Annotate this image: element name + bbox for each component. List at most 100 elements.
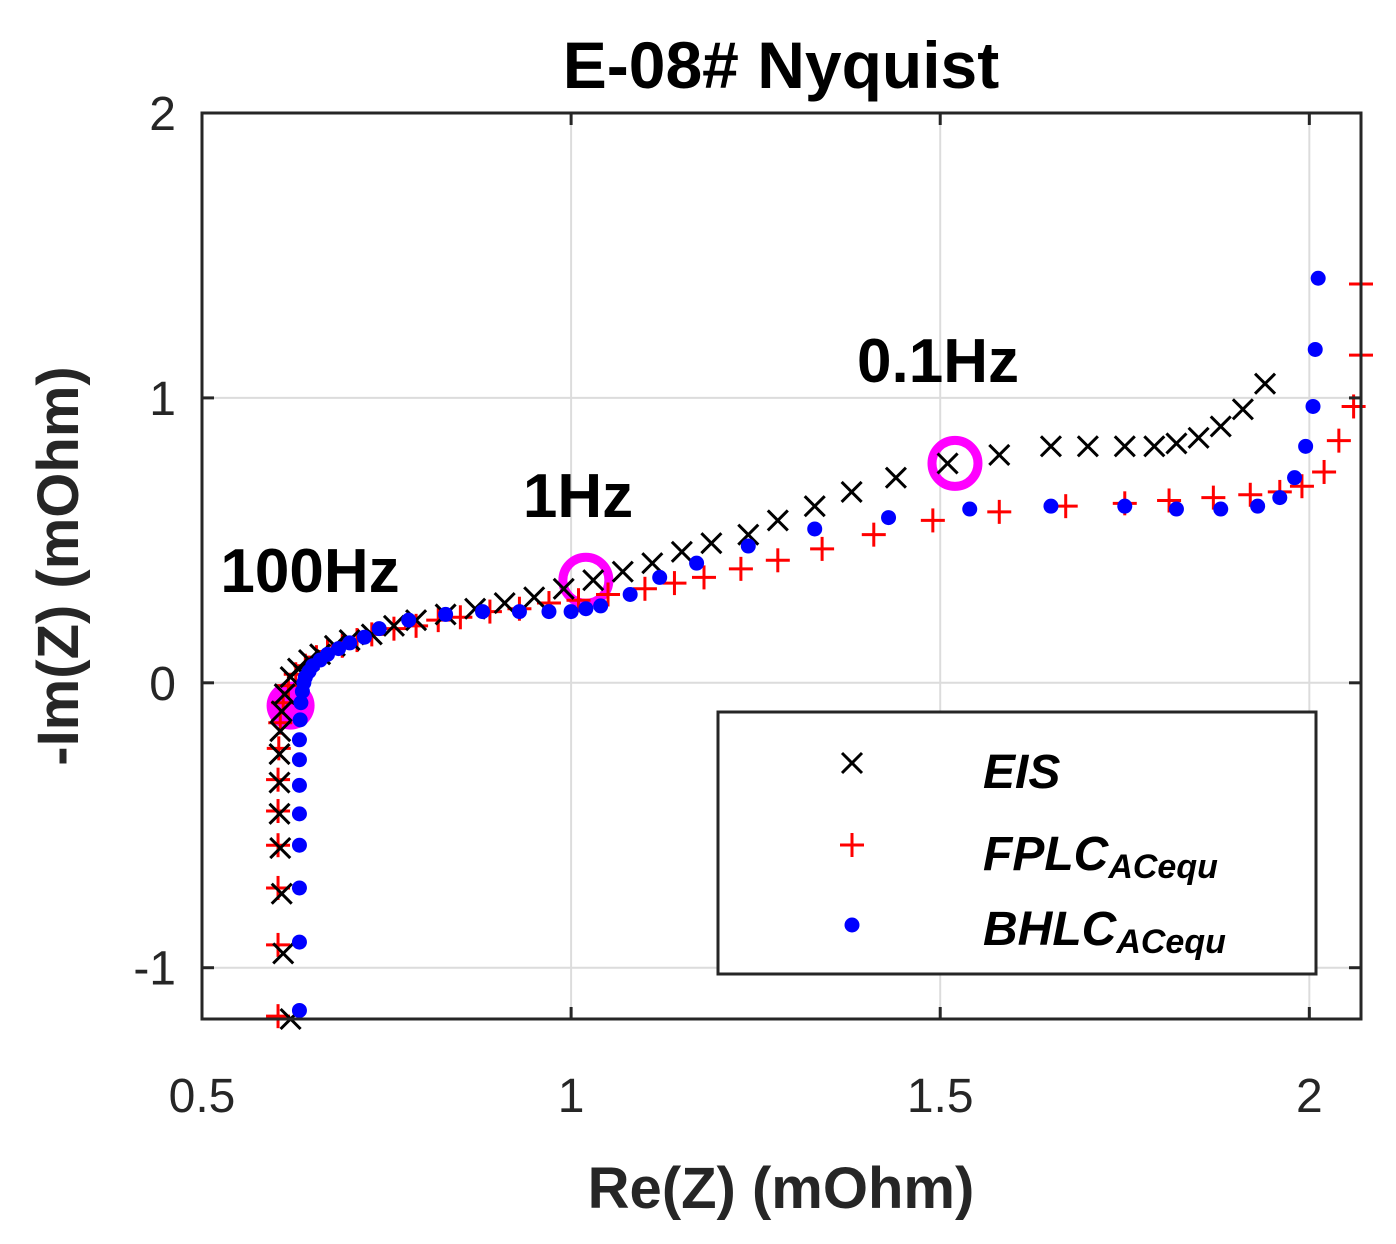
data-point bbox=[438, 606, 454, 622]
data-point bbox=[291, 934, 307, 950]
legend-label-bhlc: BHLC bbox=[983, 903, 1118, 956]
data-point bbox=[1168, 501, 1184, 517]
y-axis-label: -Im(Z) (mOhm) bbox=[26, 366, 91, 766]
data-point bbox=[611, 560, 634, 583]
annotation-1hz: 1Hz bbox=[523, 462, 633, 531]
data-point bbox=[936, 452, 959, 475]
data-point bbox=[987, 499, 1012, 524]
data-point bbox=[884, 466, 907, 489]
data-point bbox=[840, 480, 863, 503]
data-point bbox=[291, 777, 307, 793]
data-point bbox=[266, 932, 291, 957]
data-point bbox=[737, 523, 760, 546]
data-point bbox=[291, 837, 307, 853]
legend-marker-fplc bbox=[840, 833, 864, 857]
legend-box bbox=[716, 710, 1318, 976]
data-point bbox=[1165, 432, 1188, 455]
data-point bbox=[662, 571, 687, 596]
data-point bbox=[293, 695, 309, 711]
data-point bbox=[1305, 398, 1321, 414]
frequency-marker-2 bbox=[927, 435, 983, 491]
legend-label-eis: EIS bbox=[983, 746, 1060, 799]
data-point bbox=[670, 540, 693, 563]
legend-entry-bhlc: BHLCACequ bbox=[983, 903, 1226, 961]
data-series bbox=[266, 270, 1373, 1031]
x-tick-label: 2 bbox=[1296, 1070, 1323, 1123]
data-point bbox=[641, 552, 664, 575]
data-point bbox=[861, 522, 886, 547]
data-point bbox=[382, 614, 405, 637]
axis-ticks: 0.5 1 1.5 2 -1 0 1 2 bbox=[133, 88, 1361, 1123]
data-point bbox=[511, 604, 527, 620]
data-point bbox=[1043, 498, 1059, 514]
data-point bbox=[881, 510, 897, 526]
data-point bbox=[1310, 270, 1326, 286]
data-point bbox=[401, 612, 417, 628]
data-point bbox=[331, 641, 347, 657]
data-point bbox=[962, 501, 978, 517]
data-point bbox=[1250, 498, 1266, 514]
data-point bbox=[988, 443, 1011, 466]
annotation-0-1hz: 0.1Hz bbox=[857, 327, 1019, 396]
data-point bbox=[1231, 398, 1254, 421]
data-point bbox=[1187, 426, 1210, 449]
data-point bbox=[371, 621, 387, 637]
data-point bbox=[632, 576, 657, 601]
legend-markers bbox=[840, 751, 864, 933]
data-point bbox=[1209, 415, 1232, 438]
data-point bbox=[1238, 482, 1263, 507]
data-point bbox=[652, 569, 668, 585]
x-axis-label: Re(Z) (mOhm) bbox=[588, 1156, 975, 1221]
data-point bbox=[475, 604, 491, 620]
data-point bbox=[766, 509, 789, 532]
data-point bbox=[273, 683, 296, 706]
data-point bbox=[920, 508, 945, 533]
data-point bbox=[578, 601, 594, 617]
data-point bbox=[319, 646, 335, 662]
data-point bbox=[292, 712, 308, 728]
legend-entry-fplc: FPLCACequ bbox=[983, 828, 1218, 886]
x-tick-label: 1 bbox=[558, 1070, 585, 1123]
data-point bbox=[1307, 341, 1323, 357]
data-point bbox=[270, 882, 293, 905]
data-point bbox=[1287, 470, 1303, 486]
data-point bbox=[291, 806, 307, 822]
data-point bbox=[593, 598, 609, 614]
data-point bbox=[269, 720, 292, 743]
data-point bbox=[1143, 435, 1166, 458]
data-point bbox=[541, 604, 557, 620]
legend-label-fplc: FPLC bbox=[983, 828, 1110, 881]
series-bhlc bbox=[291, 270, 1326, 1018]
data-point bbox=[356, 629, 372, 645]
data-point bbox=[689, 555, 705, 571]
legend: EIS FPLCACequ BHLCACequ bbox=[716, 710, 1318, 976]
x-tick-label: 0.5 bbox=[169, 1070, 236, 1123]
y-tick-label: 2 bbox=[149, 88, 176, 141]
legend-marker-eis bbox=[840, 751, 864, 775]
legend-sub-fplc: ACequ bbox=[1107, 848, 1218, 886]
data-point bbox=[740, 538, 756, 554]
data-point bbox=[1117, 498, 1133, 514]
data-point bbox=[1272, 490, 1288, 506]
data-point bbox=[291, 732, 307, 748]
data-point bbox=[691, 565, 716, 590]
data-point bbox=[803, 495, 826, 518]
legend-marker-bhlc bbox=[844, 917, 860, 933]
data-point bbox=[291, 752, 307, 768]
x-tick-label: 1.5 bbox=[907, 1070, 974, 1123]
data-point bbox=[291, 1002, 307, 1018]
data-point bbox=[291, 880, 307, 896]
data-point bbox=[728, 556, 753, 581]
data-point bbox=[1298, 438, 1314, 454]
data-point bbox=[765, 548, 790, 573]
data-point bbox=[1201, 485, 1226, 510]
data-point bbox=[1213, 501, 1229, 517]
data-point bbox=[272, 942, 295, 965]
chart-title: E-08# Nyquist bbox=[563, 28, 999, 102]
data-point bbox=[269, 836, 292, 860]
data-point bbox=[582, 569, 605, 592]
legend-sub-bhlc: ACequ bbox=[1115, 923, 1226, 961]
data-point bbox=[700, 532, 723, 555]
data-point bbox=[596, 582, 621, 607]
